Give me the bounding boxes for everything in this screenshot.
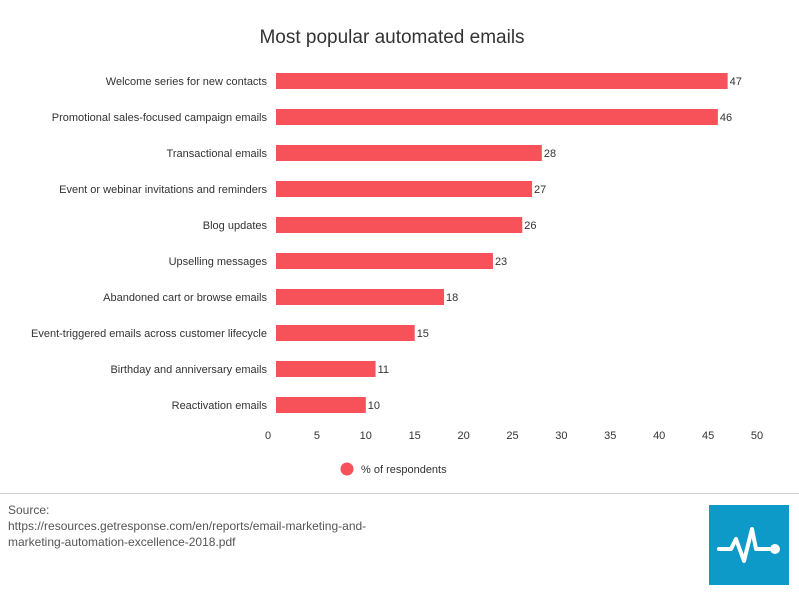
- x-tick-label: 10: [360, 430, 372, 442]
- bar[interactable]: [276, 73, 728, 89]
- category-label: Transactional emails: [167, 148, 268, 160]
- value-label: 28: [544, 148, 556, 160]
- bar[interactable]: [276, 109, 718, 125]
- x-tick-label: 45: [702, 430, 714, 442]
- bar[interactable]: [276, 145, 542, 161]
- category-label: Blog updates: [203, 220, 268, 232]
- x-tick-label: 25: [506, 430, 518, 442]
- value-label: 10: [368, 400, 380, 412]
- value-label: 46: [720, 112, 732, 124]
- value-label: 18: [446, 292, 458, 304]
- legend-marker: [340, 462, 354, 476]
- footer-divider: [0, 493, 799, 494]
- bar[interactable]: [276, 217, 523, 233]
- category-label: Event or webinar invitations and reminde…: [59, 184, 267, 196]
- logo: [709, 505, 789, 585]
- bar[interactable]: [276, 361, 376, 377]
- value-label: 23: [495, 256, 507, 268]
- value-label: 26: [524, 220, 536, 232]
- category-label: Welcome series for new contacts: [106, 76, 268, 88]
- pulse-line-icon: [709, 505, 789, 585]
- category-label: Reactivation emails: [172, 400, 268, 412]
- bar-chart: Most popular automated emails Welcome se…: [31, 27, 763, 477]
- value-label: 15: [417, 328, 429, 340]
- category-label: Promotional sales-focused campaign email…: [52, 112, 268, 124]
- value-label: 27: [534, 184, 546, 196]
- category-label: Event-triggered emails across customer l…: [31, 328, 267, 340]
- source-text: Source: https://resources.getresponse.co…: [8, 503, 367, 549]
- category-label: Abandoned cart or browse emails: [103, 292, 267, 304]
- x-tick-label: 0: [265, 430, 271, 442]
- category-label: Birthday and anniversary emails: [110, 364, 267, 376]
- x-tick-label: 40: [653, 430, 665, 442]
- bar[interactable]: [276, 181, 533, 197]
- x-tick-label: 50: [751, 430, 763, 442]
- legend[interactable]: % of respondents: [340, 462, 448, 477]
- bar[interactable]: [276, 397, 366, 413]
- value-label: 47: [730, 76, 742, 88]
- x-tick-label: 15: [409, 430, 421, 442]
- x-tick-label: 30: [555, 430, 567, 442]
- chart-title: Most popular automated emails: [259, 27, 524, 48]
- x-tick-label: 35: [604, 430, 616, 442]
- value-label: 11: [378, 364, 389, 376]
- category-label: Upselling messages: [169, 256, 268, 268]
- bar[interactable]: [276, 289, 445, 305]
- bar[interactable]: [276, 253, 493, 269]
- x-tick-label: 20: [457, 430, 469, 442]
- x-tick-label: 5: [314, 430, 320, 442]
- legend-label: % of respondents: [361, 464, 447, 476]
- bar[interactable]: [276, 325, 415, 341]
